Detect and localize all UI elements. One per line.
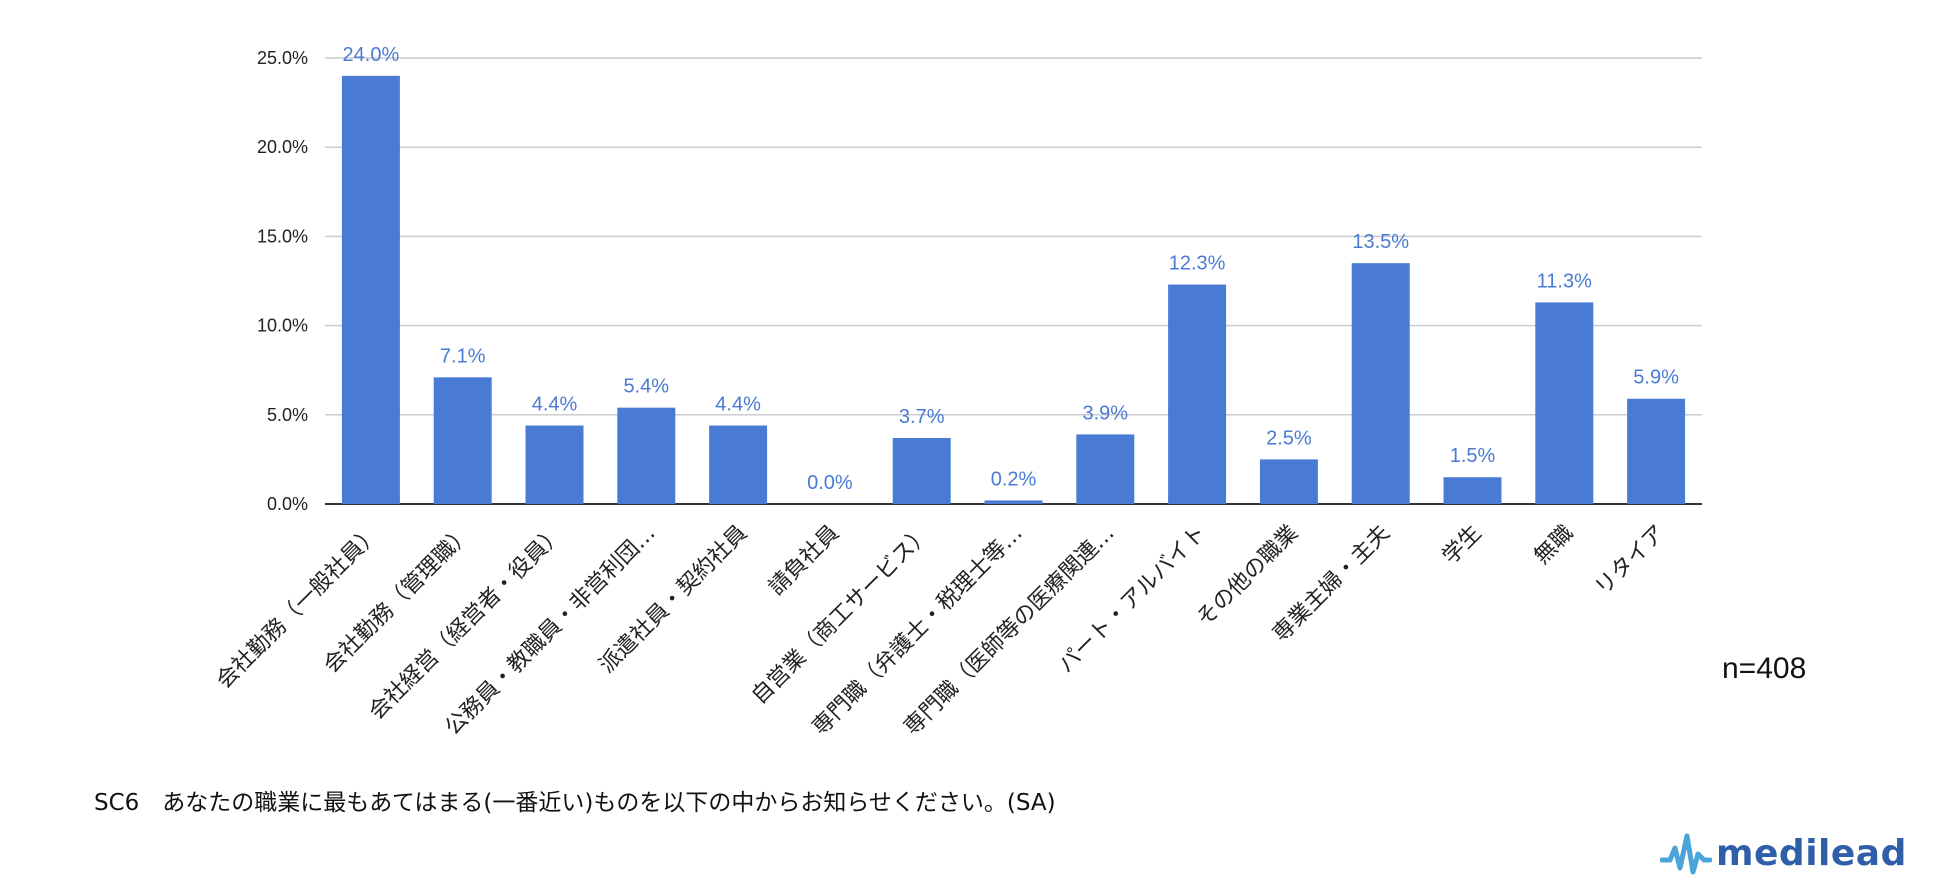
- data-label: 11.3%: [1537, 270, 1592, 292]
- sample-size-label: n=408: [1722, 652, 1807, 685]
- category-label: 会社勤務（一般社員）: [212, 521, 385, 694]
- category-label: 自営業（商工サービス）: [747, 521, 936, 710]
- data-label: 7.1%: [440, 345, 486, 367]
- question-text: SC6 あなたの職業に最もあてはまる(一番近い)ものを以下の中からお知らせくださ…: [94, 790, 1056, 816]
- category-label: 学生: [1438, 521, 1487, 570]
- bar-chart: 0.0% 5.0% 10.0% 15.0% 20.0% 25.0% 24.0% 7.1% 4.…: [212, 44, 1702, 741]
- bar: [1076, 434, 1135, 504]
- pulse-line-icon: [1660, 833, 1712, 875]
- data-label: 5.9%: [1633, 367, 1679, 389]
- bar: [1168, 284, 1227, 504]
- bar: [617, 407, 676, 504]
- bar: [433, 377, 492, 504]
- bar: [892, 437, 951, 504]
- bar: [525, 425, 584, 504]
- data-label: 2.5%: [1266, 427, 1312, 449]
- bar: [709, 425, 768, 504]
- y-tick-label: 0.0%: [267, 494, 308, 514]
- bars: [341, 75, 1686, 504]
- data-label: 24.0%: [343, 44, 400, 66]
- data-label: 3.7%: [899, 406, 945, 428]
- data-label: 0.2%: [991, 468, 1037, 490]
- data-label: 0.0%: [807, 472, 853, 494]
- data-label: 4.4%: [715, 394, 761, 416]
- bar: [984, 500, 1043, 504]
- data-label: 3.9%: [1083, 402, 1129, 424]
- category-label: 会社経営（経営者・役員）: [364, 521, 568, 725]
- logo-text: medilead: [1716, 833, 1907, 874]
- data-labels: 24.0% 7.1% 4.4% 5.4% 4.4% 0.0% 3.7% 0.2% 3.9% 12.…: [343, 44, 1680, 494]
- bar: [1627, 398, 1686, 504]
- data-label: 12.3%: [1169, 253, 1226, 275]
- category-label: リタイア: [1590, 521, 1670, 601]
- y-tick-label: 10.0%: [257, 316, 308, 336]
- data-label: 13.5%: [1352, 231, 1409, 253]
- data-label: 5.4%: [624, 376, 670, 398]
- y-tick-label: 25.0%: [257, 48, 308, 68]
- y-tick-label: 20.0%: [257, 137, 308, 157]
- category-label: 請負社員: [764, 521, 844, 601]
- data-label: 4.4%: [532, 394, 578, 416]
- bar: [1259, 459, 1318, 504]
- data-label: 1.5%: [1450, 445, 1496, 467]
- y-tick-label: 15.0%: [257, 226, 308, 246]
- y-axis-tick-labels: 0.0% 5.0% 10.0% 15.0% 20.0% 25.0%: [257, 48, 308, 514]
- bar: [1535, 302, 1594, 504]
- bar: [341, 75, 400, 504]
- medilead-logo: medilead: [1660, 832, 1907, 876]
- bar: [1351, 263, 1410, 504]
- category-labels: 会社勤務（一般社員）会社勤務（管理職）会社経営（経営者・役員）公務員・教職員・非…: [212, 521, 1670, 741]
- y-tick-label: 5.0%: [267, 405, 308, 425]
- category-label: 無職: [1530, 521, 1579, 570]
- bar: [1443, 477, 1502, 504]
